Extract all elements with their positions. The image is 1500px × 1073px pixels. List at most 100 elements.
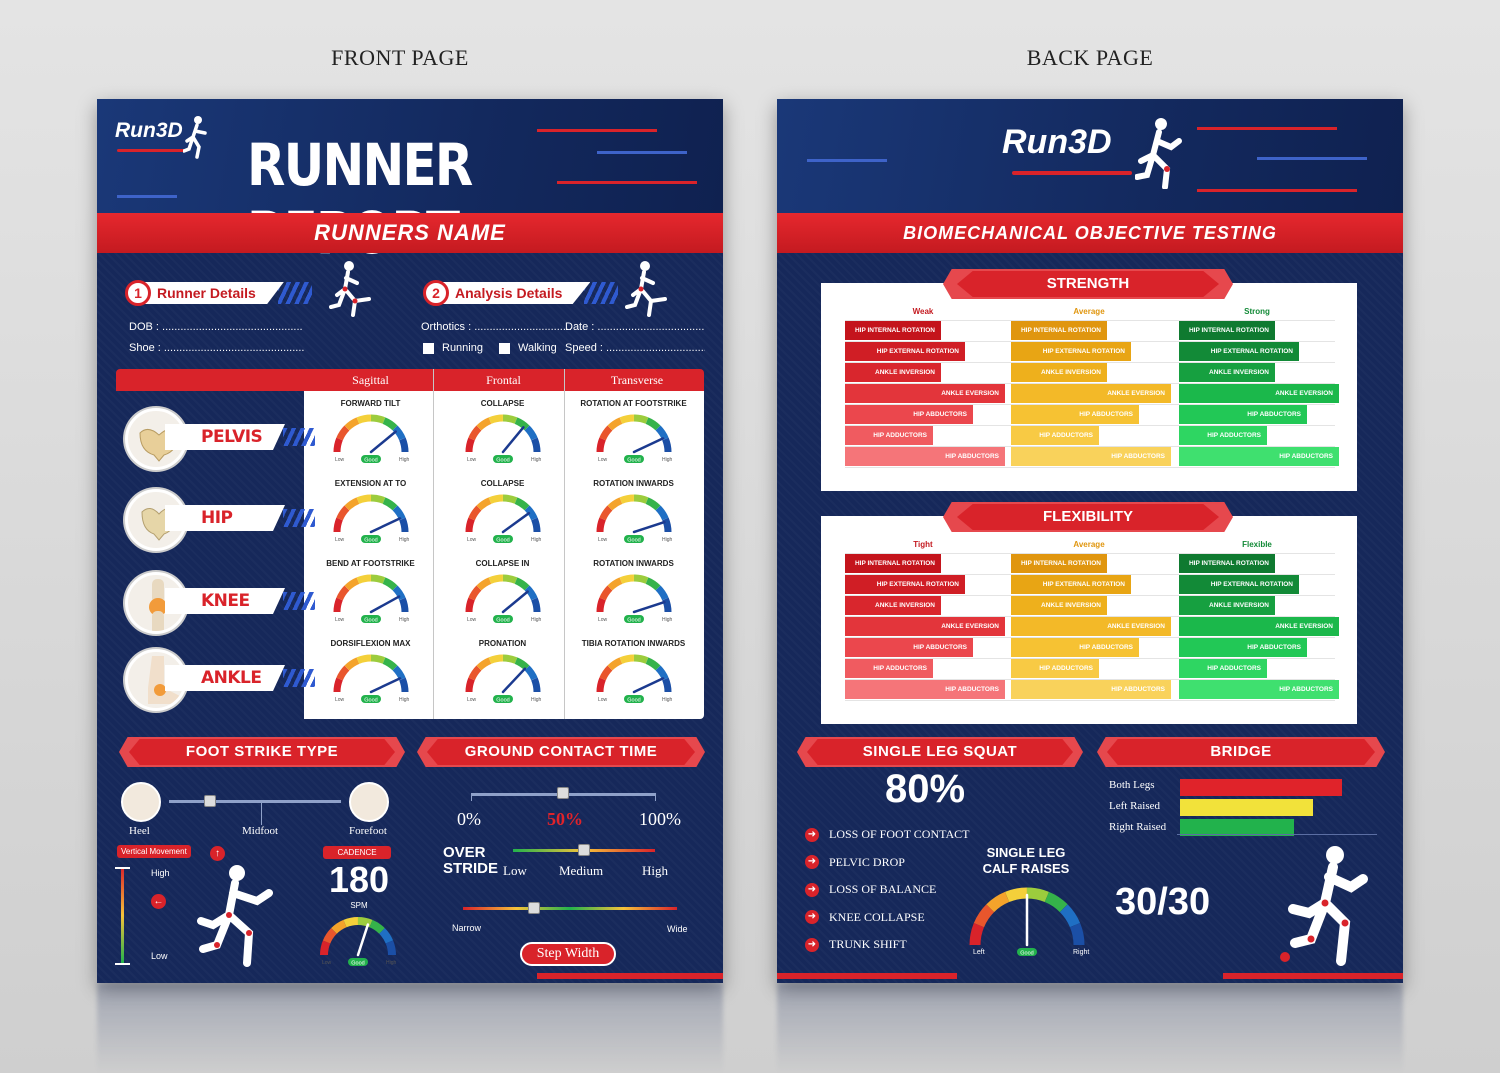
score-bar: ANKLE INVERSION bbox=[1011, 596, 1107, 615]
step-width-thumb[interactable] bbox=[527, 902, 540, 914]
gauge-chart: Low High Good bbox=[596, 414, 672, 464]
vertical-low: Low bbox=[151, 951, 168, 961]
squat-fault-label: LOSS OF FOOT CONTACT bbox=[829, 827, 970, 841]
running-label: Running bbox=[442, 342, 483, 354]
score-bar: HIP ABDUCTORS bbox=[845, 638, 973, 657]
calf-raise-line1: SINGLE LEG bbox=[986, 845, 1066, 860]
score-bar: HIP INTERNAL ROTATION bbox=[845, 554, 941, 573]
squat-fault-item: ➜ PELVIC DROP bbox=[805, 855, 905, 870]
score-bar: HIP EXTERNAL ROTATION bbox=[845, 575, 965, 594]
chevron-stripes-icon bbox=[277, 282, 312, 304]
gauge-good-label: Good bbox=[627, 698, 640, 704]
score-bar: HIP EXTERNAL ROTATION bbox=[1011, 575, 1131, 594]
gauge-chart: Low High Good bbox=[465, 654, 542, 704]
chevron-stripes-icon bbox=[584, 282, 619, 304]
score-bar: HIP ABDUCTORS bbox=[1179, 638, 1307, 657]
gct-thumb[interactable] bbox=[557, 787, 569, 799]
gauge-needle bbox=[369, 677, 401, 694]
flexibility-title: FLEXIBILITY bbox=[957, 504, 1219, 530]
score-bar: ANKLE INVERSION bbox=[1011, 363, 1107, 382]
gauge-title: TIBIA ROTATION INWARDS bbox=[581, 639, 686, 648]
gauge-low-label: Low bbox=[467, 537, 477, 543]
score-bar: HIP ABDUCTORS bbox=[1011, 447, 1171, 466]
gauge-needle bbox=[501, 511, 530, 534]
gauge-high-label: High bbox=[386, 960, 397, 966]
joint-ankle: ANKLE bbox=[125, 649, 315, 711]
walking-checkbox[interactable] bbox=[498, 342, 510, 354]
overstride-high: High bbox=[642, 863, 668, 878]
squat-fault-label: TRUNK SHIFT bbox=[829, 937, 907, 951]
foot-strike-thumb[interactable] bbox=[204, 795, 217, 807]
overstride-thumb[interactable] bbox=[578, 844, 590, 856]
gauge-title: DORSIFLEXION MAX bbox=[330, 639, 411, 648]
date-field[interactable]: ........................................… bbox=[597, 321, 705, 333]
gauge-high-label: High bbox=[662, 697, 673, 703]
gauge-good-badge bbox=[348, 958, 368, 966]
orthotics-label: Orthotics : bbox=[421, 321, 472, 333]
running-checkbox[interactable] bbox=[423, 342, 434, 354]
gauge-needle bbox=[501, 590, 529, 614]
score-bar: ANKLE INVERSION bbox=[1179, 596, 1275, 615]
table-header bbox=[116, 369, 704, 391]
gauge-low-label: Low bbox=[467, 617, 477, 623]
speed-label: Speed : bbox=[565, 342, 603, 354]
score-bar: ANKLE EVERSION bbox=[845, 384, 1005, 403]
gauge-needle bbox=[356, 923, 370, 957]
score-bar: HIP EXTERNAL ROTATION bbox=[1011, 342, 1131, 361]
col-frontal: Frontal bbox=[486, 373, 521, 387]
gauge-high-label: Right bbox=[1073, 949, 1089, 956]
gauge-good-label: Good bbox=[364, 698, 377, 704]
score-bar: ANKLE EVERSION bbox=[1011, 617, 1171, 636]
score-bar: HIP ABDUCTORS bbox=[845, 680, 1005, 699]
joint-pelvis: PELVIS bbox=[125, 408, 315, 470]
squat-fault-item: ➜ LOSS OF BALANCE bbox=[805, 882, 936, 897]
front-page-caption: FRONT PAGE bbox=[331, 45, 469, 70]
gauge-title: ROTATION INWARDS bbox=[593, 479, 674, 488]
joint-label: KNEE bbox=[165, 588, 285, 614]
speed-field[interactable]: ........................................… bbox=[605, 342, 705, 354]
arrow-up-icon: ↑ bbox=[210, 846, 225, 861]
gauge-cell: TIBIA ROTATION INWARDS Low High Good bbox=[567, 631, 700, 713]
calf-raise-gauge: Left Right Good bbox=[969, 887, 1089, 957]
gauge-good-badge bbox=[360, 455, 381, 463]
gauge-high-label: High bbox=[662, 617, 673, 623]
bridge-row-label: Right Raised bbox=[1109, 821, 1167, 833]
vertical-scale bbox=[121, 867, 124, 963]
step-width-slider[interactable] bbox=[463, 907, 677, 910]
cadence-value: 180 bbox=[328, 859, 390, 900]
heel-label: Heel bbox=[129, 825, 150, 837]
score-bar: ANKLE EVERSION bbox=[845, 617, 1005, 636]
gauge-low-label: Low bbox=[598, 537, 608, 543]
arrow-right-icon: ➜ bbox=[805, 855, 819, 869]
score-bar: HIP ADDUCTORS bbox=[1179, 426, 1267, 445]
score-bar: HIP INTERNAL ROTATION bbox=[1179, 554, 1275, 573]
score-bar: HIP ADDUCTORS bbox=[1011, 659, 1099, 678]
score-bar: HIP ABDUCTORS bbox=[1179, 447, 1339, 466]
col-sagittal: Sagittal bbox=[352, 373, 389, 387]
score-bar: HIP ABDUCTORS bbox=[1011, 405, 1139, 424]
shoe-field[interactable]: ........................................… bbox=[163, 342, 305, 354]
gauge-low-label: Low bbox=[335, 537, 345, 543]
gauge-cell: COLLAPSE Low High Good bbox=[436, 391, 569, 473]
gauge-good-label: Good bbox=[496, 538, 509, 544]
dob-label: DOB : bbox=[129, 321, 159, 333]
foot-strike-slider[interactable] bbox=[169, 800, 341, 803]
column-heading: Average bbox=[1073, 540, 1105, 549]
gauge-good-badge bbox=[492, 455, 513, 463]
step-width-button[interactable]: Step Width bbox=[520, 942, 616, 966]
vertical-movement-label: Vertical Movement bbox=[117, 845, 191, 858]
score-bar: HIP ABDUCTORS bbox=[1011, 680, 1171, 699]
gauge-low-label: Low bbox=[335, 457, 345, 463]
gauge-chart: Low High Good bbox=[333, 574, 409, 624]
runner-figure-icon bbox=[1280, 846, 1368, 966]
gauge-high-label: High bbox=[531, 697, 542, 703]
column-heading: Strong bbox=[1244, 307, 1270, 316]
score-bar: HIP INTERNAL ROTATION bbox=[1179, 321, 1275, 340]
front-logo-runner-icon bbox=[183, 116, 207, 159]
orthotics-field[interactable]: ........................................… bbox=[474, 321, 571, 333]
gauge-good-badge bbox=[1017, 948, 1037, 956]
arrow-left-icon: ← bbox=[151, 894, 166, 909]
runner-details-label: Runner Details bbox=[145, 282, 284, 304]
step-width-narrow: Narrow bbox=[452, 923, 482, 933]
dob-field[interactable]: ........................................… bbox=[162, 321, 303, 333]
